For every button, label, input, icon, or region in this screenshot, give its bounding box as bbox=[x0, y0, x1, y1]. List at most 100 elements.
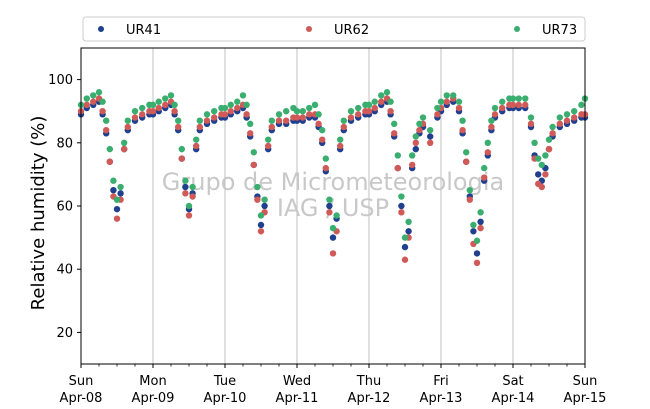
point-UR73-47 bbox=[306, 104, 313, 112]
point-UR73-58 bbox=[355, 104, 362, 112]
point-UR62-98 bbox=[538, 183, 545, 191]
point-UR62-12 bbox=[131, 114, 139, 121]
point-UR62-20 bbox=[175, 123, 182, 131]
point-UR73-101 bbox=[549, 123, 556, 131]
legend-marker-UR41 bbox=[98, 26, 104, 32]
x-tick-day-5: Fri bbox=[433, 374, 449, 389]
point-UR73-37 bbox=[254, 183, 261, 191]
x-tick-date-6: Apr-14 bbox=[492, 391, 535, 406]
point-UR62-22 bbox=[182, 190, 189, 197]
point-UR73-33 bbox=[239, 92, 247, 99]
point-UR41-83 bbox=[470, 228, 477, 235]
point-UR62-90 bbox=[499, 104, 506, 112]
point-UR62-86 bbox=[481, 174, 488, 181]
legend-label-UR73: UR73 bbox=[542, 23, 577, 38]
point-UR41-67 bbox=[398, 202, 405, 210]
x-tick-day-6: Sat bbox=[502, 374, 523, 389]
point-UR73-24 bbox=[189, 183, 196, 191]
point-UR73-13 bbox=[139, 104, 146, 112]
point-UR62-64 bbox=[387, 108, 394, 115]
point-UR73-19 bbox=[171, 101, 178, 109]
point-UR62-94 bbox=[522, 101, 529, 109]
point-UR62-80 bbox=[459, 126, 466, 134]
point-UR41-71 bbox=[412, 145, 419, 153]
x-tick-day-2: Tue bbox=[213, 374, 236, 389]
watermark-line-1: Grupo de Micrometeorologia bbox=[162, 168, 504, 196]
point-UR62-19 bbox=[171, 108, 178, 115]
point-UR62-103 bbox=[563, 117, 571, 124]
point-UR62-37 bbox=[254, 196, 261, 203]
point-UR73-11 bbox=[124, 117, 131, 124]
point-UR62-28 bbox=[211, 114, 218, 121]
x-tick-day-1: Mon bbox=[139, 374, 166, 389]
point-UR41-52 bbox=[326, 202, 333, 210]
point-UR73-84 bbox=[473, 237, 481, 244]
point-UR62-68 bbox=[401, 256, 409, 263]
point-UR62-45 bbox=[293, 114, 301, 121]
point-UR41-97 bbox=[535, 171, 542, 178]
point-UR73-5 bbox=[103, 117, 110, 124]
point-UR73-52 bbox=[326, 196, 333, 203]
point-UR62-74 bbox=[427, 139, 434, 146]
point-UR41-53 bbox=[329, 234, 337, 241]
legend-label-UR62: UR62 bbox=[334, 23, 369, 38]
point-UR62-27 bbox=[203, 117, 211, 124]
point-UR73-92 bbox=[509, 95, 517, 102]
point-UR73-87 bbox=[484, 139, 491, 146]
point-UR73-43 bbox=[283, 108, 290, 115]
legend-marker-UR62 bbox=[306, 26, 312, 32]
point-UR73-76 bbox=[437, 98, 445, 105]
point-UR73-96 bbox=[531, 139, 538, 146]
point-UR73-64 bbox=[387, 98, 394, 105]
point-UR62-55 bbox=[337, 142, 344, 150]
point-UR73-85 bbox=[477, 209, 484, 216]
point-UR62-41 bbox=[268, 123, 275, 131]
point-UR62-21 bbox=[178, 155, 185, 162]
point-UR73-38 bbox=[257, 212, 265, 219]
y-tick-label-60: 60 bbox=[56, 200, 73, 215]
point-UR62-17 bbox=[162, 101, 169, 109]
point-UR62-58 bbox=[355, 111, 362, 118]
point-UR73-66 bbox=[394, 152, 401, 159]
data-points bbox=[77, 89, 589, 267]
point-UR73-60 bbox=[365, 101, 373, 109]
point-UR62-26 bbox=[196, 123, 203, 131]
point-UR62-79 bbox=[455, 104, 463, 112]
point-UR62-81 bbox=[463, 158, 470, 165]
legend-box bbox=[82, 16, 586, 42]
point-UR73-70 bbox=[409, 152, 416, 159]
point-UR73-39 bbox=[261, 196, 268, 203]
point-UR41-8 bbox=[113, 205, 121, 213]
point-UR62-82 bbox=[466, 196, 473, 203]
point-UR62-70 bbox=[409, 161, 416, 169]
point-UR73-102 bbox=[556, 114, 563, 121]
point-UR73-74 bbox=[427, 126, 434, 134]
point-UR73-81 bbox=[463, 149, 470, 156]
point-UR73-99 bbox=[542, 152, 549, 159]
point-UR73-32 bbox=[234, 98, 241, 105]
point-UR73-6 bbox=[106, 145, 114, 153]
y-axis-label: Relative humidity (%) bbox=[28, 116, 49, 311]
point-UR73-7 bbox=[110, 177, 117, 184]
point-UR73-75 bbox=[434, 104, 441, 112]
point-UR62-10 bbox=[121, 145, 128, 153]
point-UR73-49 bbox=[315, 111, 322, 118]
point-UR73-42 bbox=[275, 111, 283, 118]
point-UR62-52 bbox=[326, 209, 333, 216]
point-UR62-93 bbox=[515, 101, 522, 109]
point-UR62-102 bbox=[556, 120, 563, 128]
point-UR62-88 bbox=[488, 123, 495, 131]
point-UR73-21 bbox=[178, 145, 185, 153]
point-UR73-89 bbox=[491, 104, 499, 112]
point-UR62-13 bbox=[139, 111, 146, 118]
point-UR73-93 bbox=[515, 95, 522, 102]
point-UR73-56 bbox=[340, 117, 347, 124]
point-UR62-50 bbox=[319, 136, 326, 143]
point-UR41-74 bbox=[427, 133, 434, 140]
point-UR62-5 bbox=[103, 126, 110, 134]
point-UR62-67 bbox=[398, 209, 405, 216]
point-UR73-97 bbox=[535, 155, 542, 162]
x-tick-day-0: Sun bbox=[69, 374, 94, 389]
point-UR62-85 bbox=[477, 224, 484, 232]
